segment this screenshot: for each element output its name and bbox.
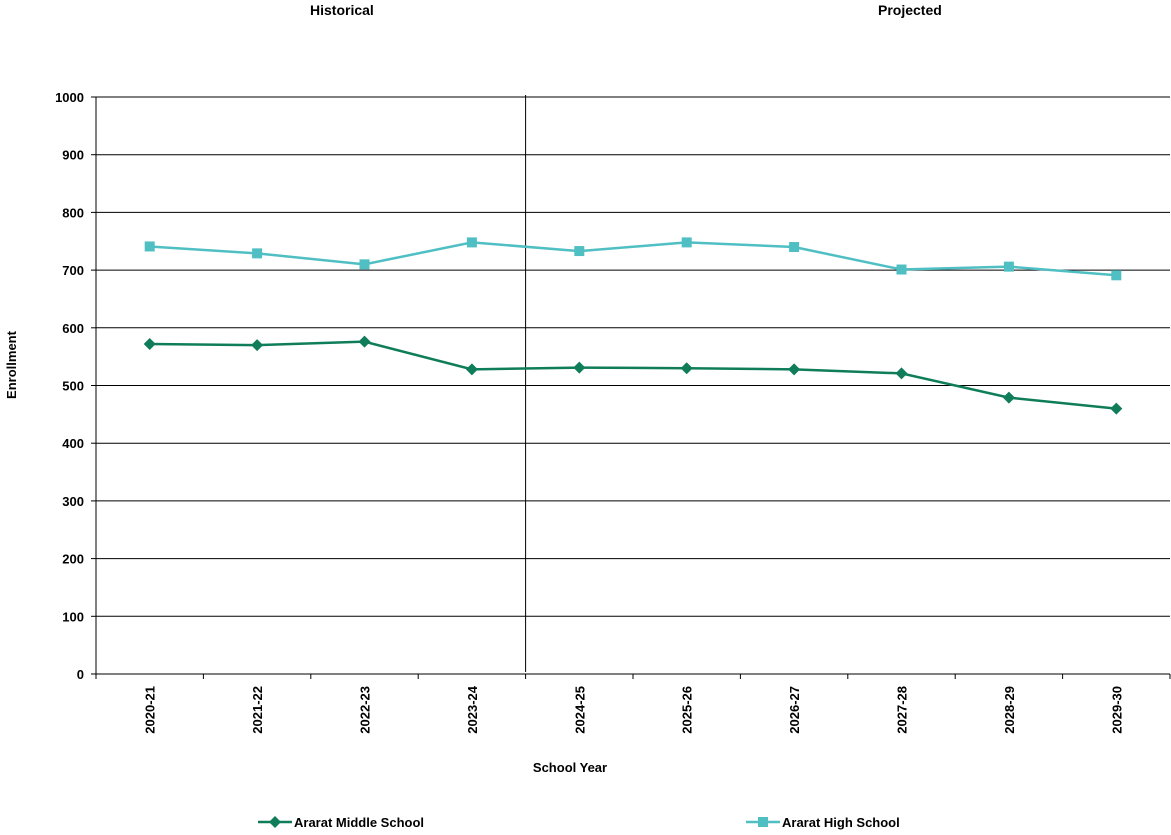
y-tick-label: 1000: [55, 90, 84, 105]
y-tick-label: 200: [62, 552, 84, 567]
data-point-diamond: [358, 335, 371, 348]
data-point-diamond: [1110, 402, 1123, 415]
y-tick-label: 800: [62, 205, 84, 220]
y-tick-label: 500: [62, 379, 84, 394]
data-point-diamond: [573, 361, 586, 374]
data-point-square: [359, 259, 370, 270]
y-axis-title: Enrollment: [4, 330, 19, 399]
y-tick-label: 300: [62, 494, 84, 509]
legend-marker-diamond-icon: [258, 816, 292, 828]
legend-item-middle-school: Ararat Middle School: [258, 812, 424, 832]
data-point-square: [681, 237, 692, 248]
x-tick-label: 2021-22: [250, 686, 265, 734]
y-tick-label: 600: [62, 321, 84, 336]
x-tick-label: 2023-24: [465, 685, 480, 733]
data-point-square: [789, 242, 800, 253]
data-point-square: [144, 241, 155, 252]
y-tick-label: 400: [62, 436, 84, 451]
legend-label-middle-school: Ararat Middle School: [294, 814, 425, 830]
data-point-square: [1111, 270, 1122, 281]
x-axis-title: School Year: [533, 760, 607, 775]
y-tick-label: 0: [77, 667, 84, 682]
data-point-diamond: [680, 362, 693, 375]
data-point-diamond: [895, 367, 908, 380]
x-tick-label: 2026-27: [787, 686, 802, 734]
data-point-square: [466, 237, 477, 248]
legend-label-high-school: Ararat High School: [782, 814, 900, 830]
legend-item-high-school: Ararat High School: [746, 812, 900, 832]
data-point-diamond: [465, 363, 478, 376]
data-point-square: [574, 246, 585, 257]
data-point-diamond: [251, 339, 264, 352]
x-tick-label: 2025-26: [680, 686, 695, 734]
x-tick-label: 2027-28: [895, 686, 910, 734]
data-point-square: [896, 264, 907, 275]
data-point-diamond: [1002, 391, 1015, 404]
data-point-square: [1003, 261, 1014, 272]
y-tick-label: 700: [62, 263, 84, 278]
y-tick-label: 100: [62, 609, 84, 624]
series-line-1: [149, 241, 1117, 277]
section-label-projected: Projected: [878, 2, 942, 18]
data-point-diamond: [788, 363, 801, 376]
section-label-historical: Historical: [310, 2, 374, 18]
legend-marker-square-icon: [746, 817, 780, 827]
data-point-square: [252, 248, 263, 259]
series-line-0: [149, 340, 1117, 410]
x-tick-label: 2029-30: [1109, 686, 1124, 734]
x-tick-label: 2022-23: [358, 686, 373, 734]
data-point-diamond: [143, 337, 156, 350]
x-tick-label: 2028-29: [1002, 686, 1017, 734]
y-tick-label: 900: [62, 148, 84, 163]
x-tick-label: 2024-25: [572, 686, 587, 734]
x-tick-label: 2020-21: [143, 686, 158, 734]
